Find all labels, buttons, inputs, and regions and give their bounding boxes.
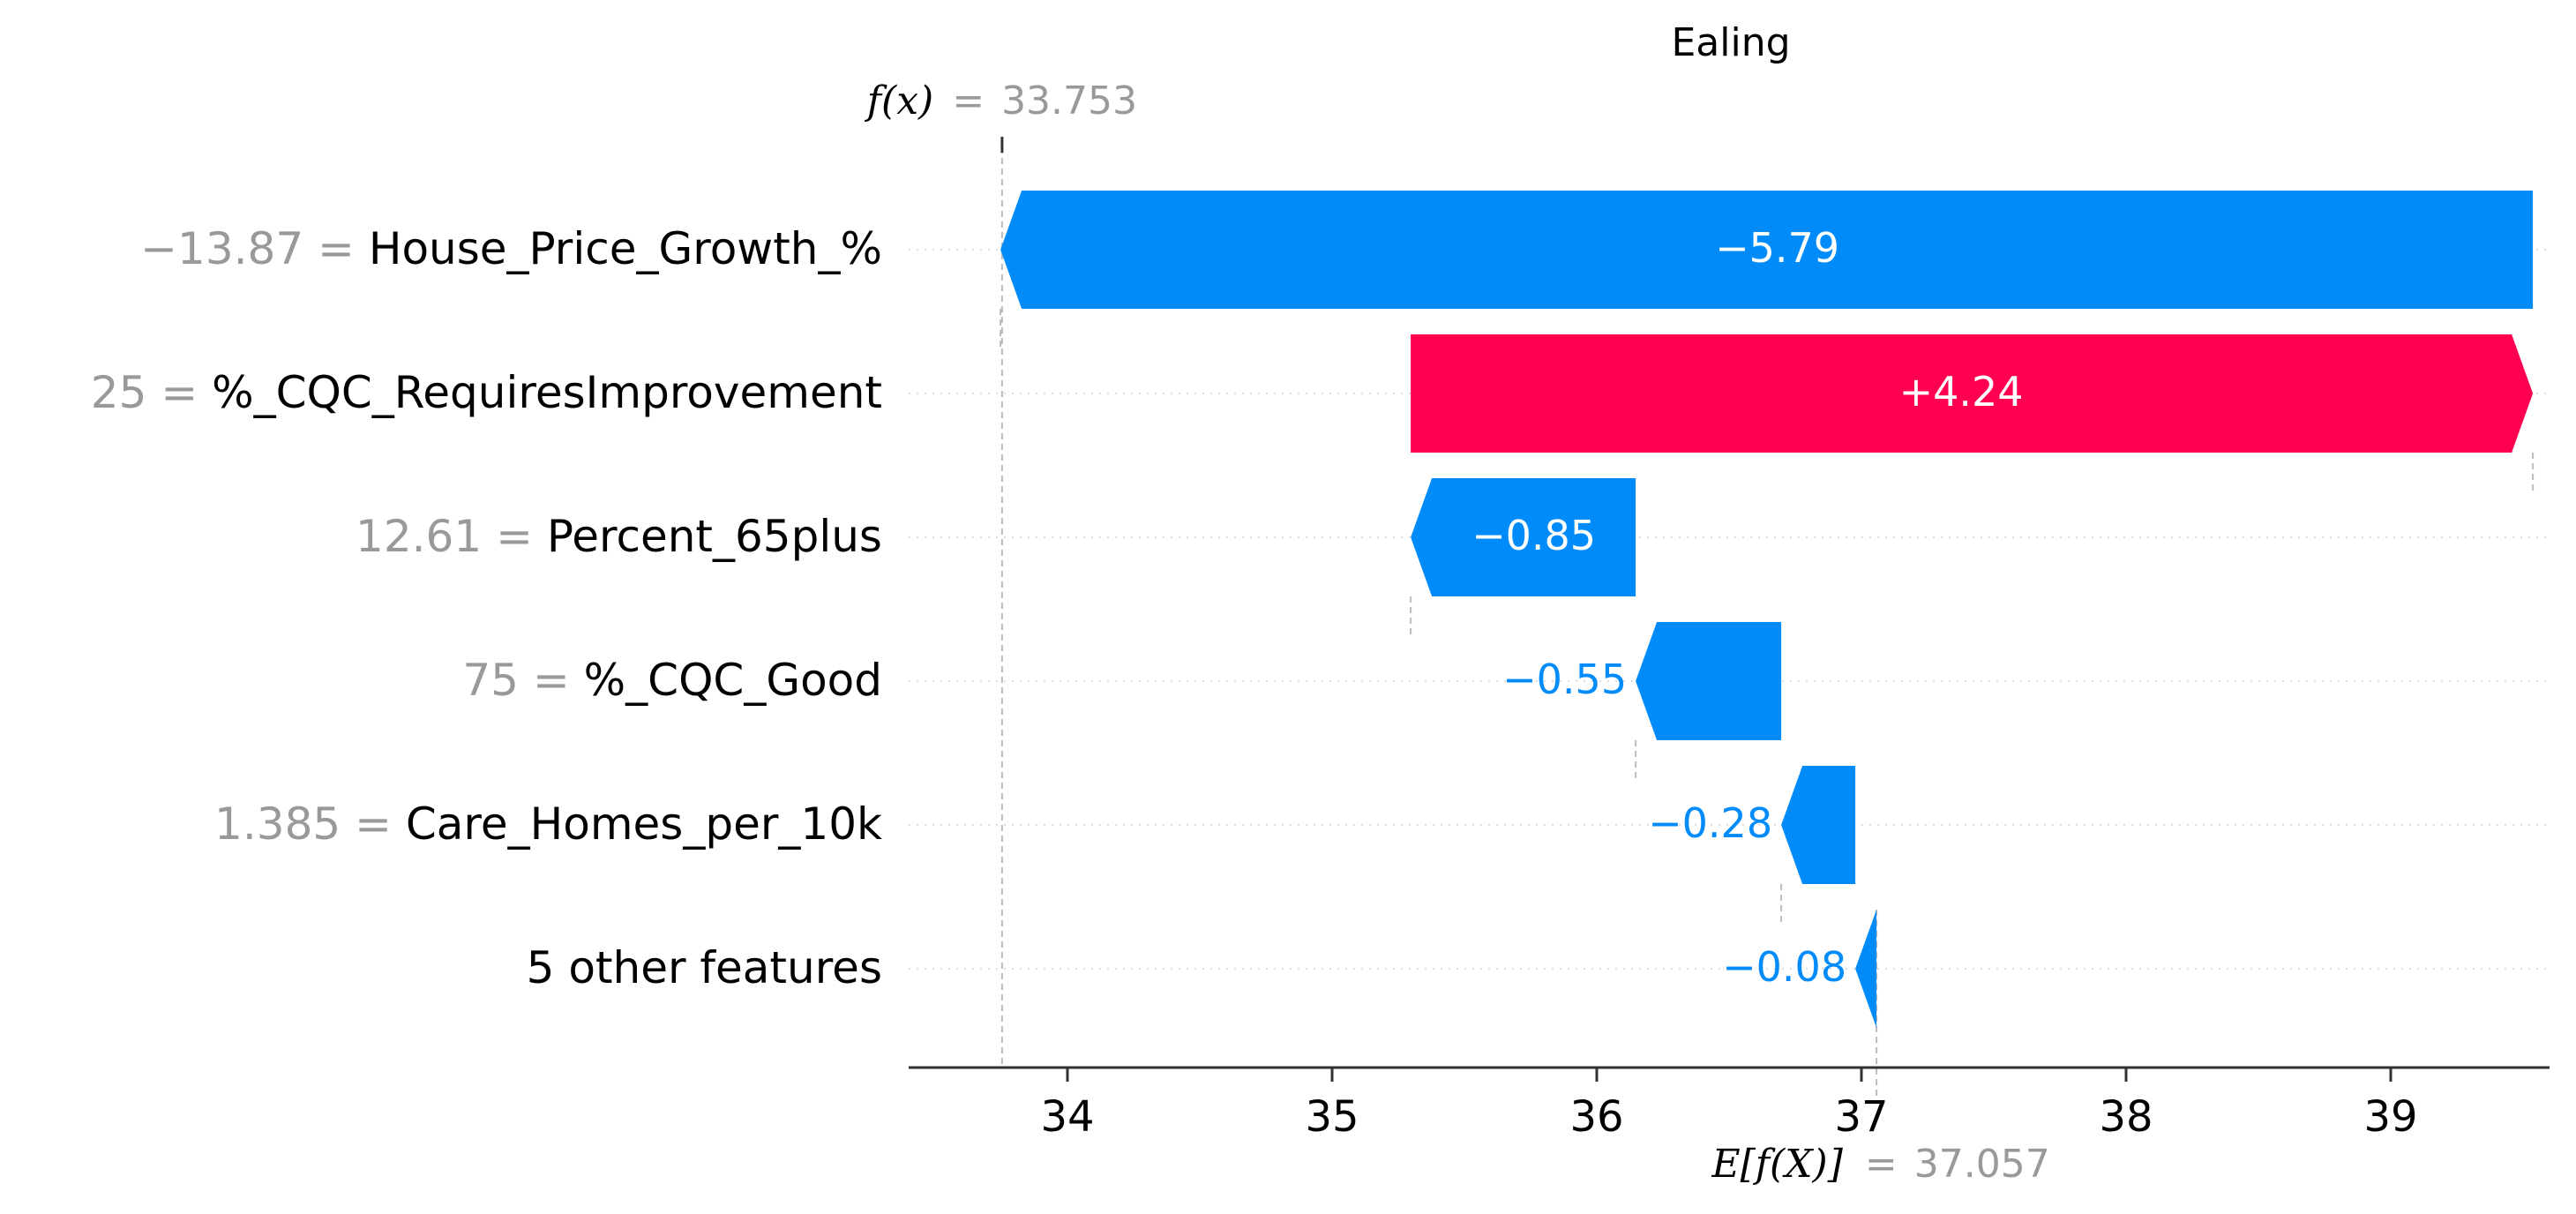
chart-title: Ealing — [1671, 20, 1790, 65]
shap-bar — [1000, 191, 2534, 309]
shap-value-label: −0.55 — [1502, 656, 1627, 703]
x-tick-label: 37 — [1834, 1092, 1888, 1142]
x-tick-label: 35 — [1305, 1092, 1359, 1142]
base-equals: = — [1865, 1142, 1898, 1187]
shap-bar — [1855, 910, 1877, 1028]
feature-label: 5 other features — [527, 942, 882, 993]
shap-value-label: −0.28 — [1648, 799, 1772, 847]
feature-name: %_CQC_RequiresImprovement — [212, 367, 882, 418]
x-tick-label: 36 — [1569, 1092, 1623, 1142]
x-tick-label: 39 — [2363, 1092, 2417, 1142]
fx-symbol: f(x) — [865, 79, 933, 124]
shap-value-label: −0.85 — [1471, 512, 1596, 559]
feature-value: −13.87 = — [140, 223, 369, 274]
feature-value: 1.385 = — [214, 798, 406, 850]
base-value: 37.057 — [1914, 1142, 2050, 1187]
feature-value: 75 = — [462, 655, 583, 706]
shap-value-label: +4.24 — [1899, 368, 2024, 416]
feature-label: −13.87 = House_Price_Growth_% — [140, 223, 882, 274]
base-value-label: E[f(X)] = 37.057 — [1711, 1142, 2049, 1187]
fx-value: 33.753 — [1001, 79, 1137, 124]
fx-annotation: f(x) = 33.753 — [865, 79, 1137, 124]
base-annotation: E[f(X)] = 37.057 — [1711, 1142, 2049, 1187]
feature-name: Care_Homes_per_10k — [406, 798, 882, 850]
feature-name: 5 other features — [527, 942, 882, 993]
feature-value: 12.61 = — [356, 511, 547, 562]
feature-label: 1.385 = Care_Homes_per_10k — [214, 798, 882, 850]
feature-name: Percent_65plus — [547, 511, 882, 562]
x-axis: 34 35 36 37 38 39 — [909, 1066, 2550, 1142]
x-tick-label: 34 — [1040, 1092, 1094, 1142]
shap-bar — [1636, 622, 1782, 740]
x-tick-label: 38 — [2099, 1092, 2153, 1142]
feature-value: 25 = — [91, 367, 212, 418]
feature-labels: −13.87 = House_Price_Growth_% 25 = %_CQC_… — [91, 223, 882, 993]
shap-bar — [1411, 478, 1636, 596]
base-symbol: E[f(X)] — [1711, 1142, 1843, 1187]
shap-value-label: −0.08 — [1722, 943, 1846, 991]
feature-label: 12.61 = Percent_65plus — [356, 511, 882, 562]
feature-name: House_Price_Growth_% — [369, 223, 882, 274]
feature-name: %_CQC_Good — [584, 655, 882, 706]
shap-bar — [1411, 334, 2534, 453]
feature-label: 75 = %_CQC_Good — [462, 655, 882, 706]
fx-label: f(x) = 33.753 — [865, 79, 1137, 124]
fx-equals: = — [952, 79, 985, 124]
bars: −5.79 +4.24 −0.85 −0.55 −0.28 −0.08 — [1000, 191, 2534, 1028]
feature-label: 25 = %_CQC_RequiresImprovement — [91, 367, 882, 418]
shap-bar — [1781, 766, 1856, 884]
shap-value-label: −5.79 — [1715, 224, 1839, 272]
